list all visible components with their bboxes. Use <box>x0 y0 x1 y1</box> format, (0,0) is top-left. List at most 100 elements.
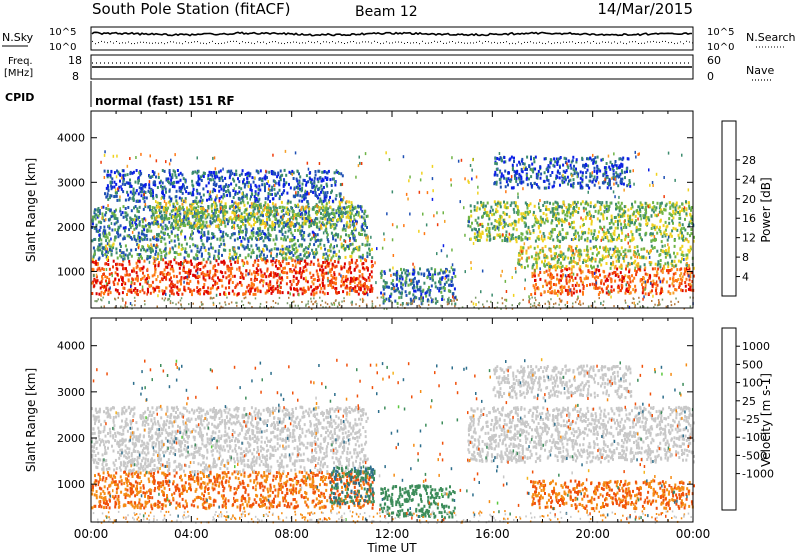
power-cell-band-6 <box>514 201 517 205</box>
power-cell-band-4 <box>169 173 171 177</box>
power-cell-band-4 <box>132 199 135 202</box>
power-cell-band-7 <box>566 290 569 294</box>
nsearch-series <box>584 42 585 44</box>
power-cell-band-7 <box>581 270 584 274</box>
power-cell-band-0 <box>132 288 135 292</box>
power-cell-band-6 <box>639 214 642 218</box>
power-cell-band-4 <box>226 170 229 174</box>
power-cell-band-2 <box>287 229 290 233</box>
power-cell-band-2 <box>124 211 127 215</box>
power-cell-band-6 <box>682 238 684 242</box>
power-cell-band-7 <box>634 268 636 272</box>
power-cell-band-2 <box>287 222 290 225</box>
power-cell-band-4 <box>235 169 238 173</box>
power-cell-band-1 <box>330 256 333 260</box>
power-cell-band-7 <box>533 286 536 290</box>
nsearch-series <box>134 43 135 45</box>
power-cell-band-0 <box>103 284 106 288</box>
power-cell-band-4 <box>280 174 282 178</box>
power-cell-band-6 <box>632 237 635 241</box>
power-cell-band-0 <box>276 267 279 271</box>
power-cell-band-6 <box>549 237 552 240</box>
power-cell-band-4 <box>132 170 135 174</box>
power-cell-band-7 <box>595 284 597 288</box>
power-cell-band-7 <box>534 288 537 292</box>
power-cell-band-3 <box>186 214 189 217</box>
power-cell-band-4 <box>153 171 156 175</box>
power-cell-band-0 <box>228 291 231 295</box>
power-cell-band-4 <box>212 178 215 182</box>
power-cell-band-6 <box>505 230 508 234</box>
power-cell-band-6 <box>615 238 618 242</box>
power-cell-band-0 <box>335 281 337 285</box>
power-cell-band-2 <box>186 209 189 213</box>
power-cell-band-1 <box>228 256 231 260</box>
power-cell-band-6 <box>692 239 695 243</box>
power-cell-band-3 <box>199 224 202 228</box>
power-cell-band-0 <box>131 269 134 273</box>
power-cell-band-6 <box>660 240 663 244</box>
power-cell-band-1 <box>275 247 278 251</box>
power-cell-band-0 <box>228 281 231 285</box>
power-cell-band-0 <box>188 268 190 272</box>
power-cell-band-4 <box>161 189 164 193</box>
power-cell-band-0 <box>159 271 162 275</box>
power-cell-band-6 <box>605 204 608 208</box>
power-cell-band-0 <box>371 289 374 293</box>
power-cell-band-6 <box>585 215 588 219</box>
power-cell-band-0 <box>162 258 165 262</box>
power-cell-band-6 <box>684 228 687 232</box>
power-cell-band-0 <box>367 286 370 289</box>
power-cell-band-2 <box>308 232 311 236</box>
power-cell-band-6 <box>512 227 515 231</box>
power-cell-band-0 <box>320 265 323 269</box>
power-cell-band-2 <box>345 205 348 209</box>
power-cell-band-1 <box>358 246 361 250</box>
power-cell-band-0 <box>247 283 250 287</box>
power-cell-band-0 <box>345 284 348 288</box>
power-cell-band-0 <box>115 262 117 266</box>
power-cell-band-6 <box>689 219 692 223</box>
power-cell-band-5 <box>420 292 423 296</box>
power-cell-band-6 <box>567 203 570 207</box>
power-cell-band-4 <box>280 192 283 196</box>
power-cell-band-3 <box>305 219 308 223</box>
power-cell-band-0 <box>352 287 355 291</box>
power-cell-band-1 <box>99 248 102 252</box>
freq-left-bottom: 8 <box>72 70 79 83</box>
power-cell-band-2 <box>257 215 260 219</box>
power-cell-band-4 <box>329 195 331 199</box>
power-cell-band-6 <box>470 214 473 218</box>
power-cell-band-0 <box>350 279 353 283</box>
nsearch-series <box>440 40 441 42</box>
power-cell-band-0 <box>355 259 358 262</box>
power-cell-band-0 <box>251 282 254 286</box>
power-cell-band-0 <box>346 292 349 296</box>
power-cell-band-1 <box>123 257 126 261</box>
power-cell-band-0 <box>291 259 294 262</box>
power-cell-band-2 <box>203 231 206 235</box>
nsearch-series <box>248 41 249 43</box>
power-cell-band-0 <box>180 261 182 264</box>
power-cell-band-6 <box>651 208 654 212</box>
power-cell-band-4 <box>105 186 108 190</box>
power-cell-band-2 <box>205 220 208 224</box>
power-cell-band-0 <box>91 260 94 264</box>
power-cell-band-6 <box>521 232 524 236</box>
power-cell-band-3 <box>234 201 237 205</box>
power-cell-band-3 <box>252 202 255 206</box>
nsearch-series <box>368 41 369 43</box>
power-cell-band-6 <box>473 232 476 236</box>
power-cell-band-3 <box>328 212 331 216</box>
power-cell-band-1 <box>299 257 302 261</box>
power-cell-band-3 <box>320 224 322 228</box>
power-cell-band-2 <box>225 232 228 236</box>
power-cell-band-1 <box>319 242 322 246</box>
power-cell-band-5 <box>445 280 448 284</box>
power-cell-band-5 <box>426 290 429 294</box>
power-cell-band-5 <box>439 286 441 290</box>
power-cell-band-6 <box>537 226 540 230</box>
power-cell-band-4 <box>302 194 305 197</box>
power-cell-band-4 <box>276 175 279 179</box>
power-cell-band-3 <box>329 223 332 227</box>
